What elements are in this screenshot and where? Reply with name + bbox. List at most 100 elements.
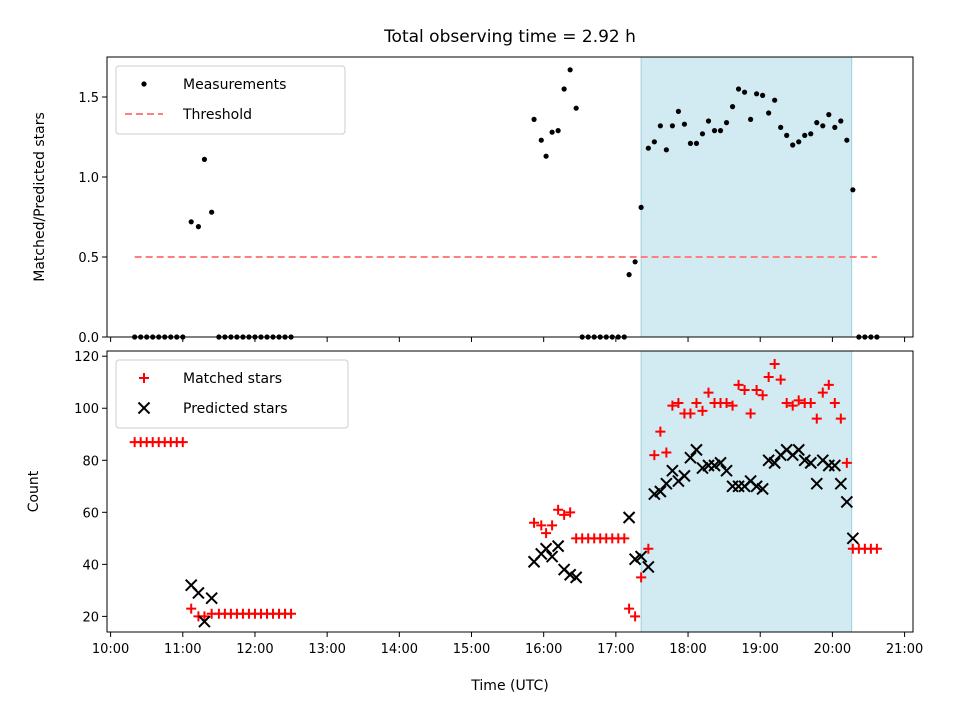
- data-point: [735, 86, 742, 92]
- data-point: [555, 128, 561, 134]
- data-point: [804, 456, 817, 470]
- data-point: [826, 112, 832, 118]
- data-point: [720, 464, 733, 477]
- data-point: [846, 532, 860, 545]
- data-point: [198, 615, 211, 628]
- data-point: [538, 137, 544, 143]
- data-point: [536, 520, 547, 531]
- series-measurements: [132, 67, 880, 340]
- data-point: [201, 156, 208, 162]
- data-point: [805, 398, 816, 409]
- x-tick-label: 13:00: [308, 642, 345, 657]
- data-point: [733, 379, 744, 390]
- data-point: [567, 67, 573, 73]
- data-point: [729, 104, 736, 110]
- data-point: [685, 408, 696, 419]
- highlight-span: [641, 351, 852, 632]
- legend-swatch: [139, 373, 149, 383]
- data-point: [787, 400, 798, 411]
- legend-label: Threshold: [182, 107, 252, 123]
- data-point: [802, 132, 808, 138]
- data-point: [844, 137, 850, 143]
- y-tick-label: 0.0: [78, 331, 99, 346]
- x-tick-label: 21:00: [886, 642, 923, 657]
- data-point: [643, 543, 654, 554]
- y-axis-label: Count: [26, 470, 42, 512]
- y-tick-label: 100: [74, 402, 99, 417]
- data-point: [569, 571, 583, 584]
- data-point: [817, 387, 828, 398]
- data-point: [619, 533, 630, 544]
- data-point: [624, 603, 635, 614]
- data-point: [663, 147, 669, 153]
- data-point: [766, 110, 772, 116]
- data-point: [539, 542, 553, 555]
- legend-swatch: [137, 401, 151, 415]
- data-point: [814, 120, 820, 126]
- data-point: [690, 443, 703, 457]
- series-matched-stars: [129, 359, 882, 622]
- data-point: [547, 520, 558, 531]
- data-point: [630, 611, 641, 622]
- data-point: [209, 209, 215, 215]
- data-point: [638, 204, 644, 210]
- legend-swatch: [141, 81, 147, 87]
- data-point: [823, 379, 834, 390]
- y-tick-label: 0.5: [78, 251, 99, 266]
- figure-title: Total observing time = 2.92 h: [383, 27, 636, 47]
- x-tick-label: 10:00: [92, 642, 129, 657]
- data-point: [541, 528, 552, 539]
- data-point: [835, 413, 846, 424]
- y-axis-label: Matched/Predicted stars: [32, 112, 48, 282]
- data-point: [820, 123, 826, 129]
- data-point: [757, 390, 768, 401]
- data-point: [553, 504, 564, 515]
- x-tick-label: 19:00: [741, 642, 778, 657]
- data-point: [626, 272, 632, 278]
- data-point: [840, 495, 854, 509]
- data-point: [205, 591, 218, 605]
- top-panel-ratio-plot: 0.0 0.5 1.0 1.5 Matched/Predicted stars Measu…: [32, 56, 914, 346]
- data-point: [721, 398, 732, 409]
- data-point: [691, 398, 702, 409]
- data-point: [660, 477, 673, 490]
- data-point: [199, 611, 210, 622]
- data-point: [769, 359, 780, 370]
- data-point: [632, 259, 638, 265]
- y-tick-label: 40: [82, 558, 99, 573]
- data-point: [871, 543, 882, 554]
- data-point: [790, 142, 796, 148]
- x-tick-label: 11:00: [164, 642, 201, 657]
- y-tick-label: 80: [82, 454, 99, 469]
- data-point: [673, 398, 684, 409]
- x-tick-label: 17:00: [597, 642, 634, 657]
- data-point: [551, 539, 565, 553]
- data-point: [760, 92, 766, 98]
- data-point: [703, 387, 714, 398]
- data-point: [781, 398, 792, 409]
- data-point: [745, 408, 756, 419]
- data-point: [751, 385, 762, 396]
- data-point: [756, 482, 769, 496]
- data-point: [559, 509, 570, 520]
- y-tick-label: 1.0: [78, 171, 99, 186]
- data-point: [778, 124, 784, 130]
- y-tick-label: 120: [74, 350, 99, 365]
- data-point: [727, 400, 738, 411]
- data-point: [768, 456, 781, 470]
- data-point: [681, 121, 688, 127]
- legend: Measurements Threshold: [115, 65, 346, 135]
- data-point: [669, 123, 676, 129]
- data-point: [661, 447, 672, 458]
- data-point: [188, 219, 194, 225]
- data-point: [286, 608, 297, 619]
- data-point: [832, 124, 838, 130]
- y-tick-label: 1.5: [78, 91, 99, 106]
- legend-box: [115, 359, 349, 429]
- data-point: [811, 413, 822, 424]
- data-point: [808, 131, 814, 137]
- data-point: [699, 131, 706, 137]
- data-point: [565, 507, 576, 518]
- data-point: [784, 132, 790, 138]
- data-point: [841, 457, 852, 468]
